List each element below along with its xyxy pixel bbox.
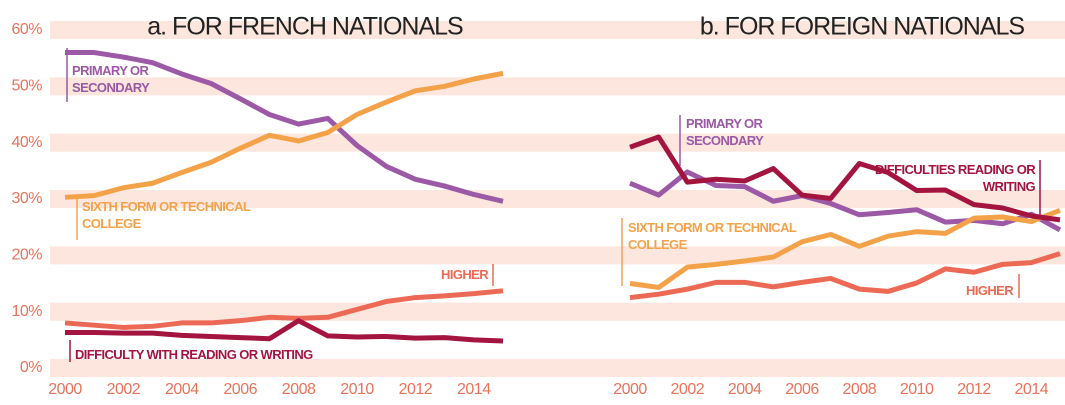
x-tick-label: 2004	[728, 381, 762, 398]
x-tick-label: 2012	[399, 381, 433, 398]
series-line	[629, 207, 1061, 290]
x-tick-label: 2014	[1015, 381, 1049, 398]
x-tick-label: 2008	[843, 381, 877, 398]
x-tick-label: 2010	[900, 381, 934, 398]
series-line	[64, 70, 504, 200]
series-label: PRIMARY OR SECONDARY	[72, 63, 150, 95]
y-tick-label: 50%	[11, 78, 42, 95]
chart-title: a. FOR FRENCH NATIONALS	[147, 13, 463, 41]
y-tick-label: 10%	[11, 303, 42, 320]
y-tick-label: 60%	[11, 21, 42, 38]
series-line	[64, 288, 504, 330]
series-label: SIXTH FORM OR TECHNICAL COLLEGE	[628, 220, 797, 252]
x-tick-label: 2006	[785, 381, 819, 398]
x-tick-label: 2000	[48, 381, 82, 398]
series-line	[629, 134, 1061, 223]
series-label: DIFFICULTIES READING OR WRITING	[874, 162, 1036, 194]
x-tick-label: 2000	[613, 381, 647, 398]
y-tick-label: 40%	[11, 134, 42, 151]
grid-band	[50, 77, 1065, 96]
series-line	[65, 318, 504, 344]
grid-band	[50, 359, 1065, 377]
series-label: HIGHER	[966, 283, 1014, 298]
series-line	[65, 50, 504, 204]
series-label: DIFFICULTY WITH READING OR WRITING	[75, 347, 313, 362]
grid-band	[50, 302, 1065, 321]
x-tick-label: 2004	[165, 381, 199, 398]
x-tick-label: 2002	[671, 381, 705, 398]
series-label: HIGHER	[441, 267, 489, 282]
x-tick-label: 2010	[340, 381, 374, 398]
series-label: SIXTH FORM OR TECHNICAL COLLEGE	[82, 199, 251, 231]
x-tick-label: 2008	[282, 381, 316, 398]
x-tick-label: 2002	[107, 381, 141, 398]
x-tick-label: 2014	[457, 381, 491, 398]
series-line	[629, 251, 1061, 301]
series-label: PRIMARY OR SECONDARY	[686, 116, 764, 148]
y-tick-label: 30%	[11, 190, 42, 207]
grid-band	[50, 246, 1065, 265]
grid-band	[50, 21, 1065, 39]
y-tick-label: 0%	[20, 359, 42, 376]
x-tick-label: 2012	[957, 381, 991, 398]
y-tick-label: 20%	[11, 247, 42, 264]
x-tick-label: 2006	[223, 381, 257, 398]
grid-band	[50, 133, 1065, 152]
chart-title: b. FOR FOREIGN NATIONALS	[700, 13, 1025, 41]
